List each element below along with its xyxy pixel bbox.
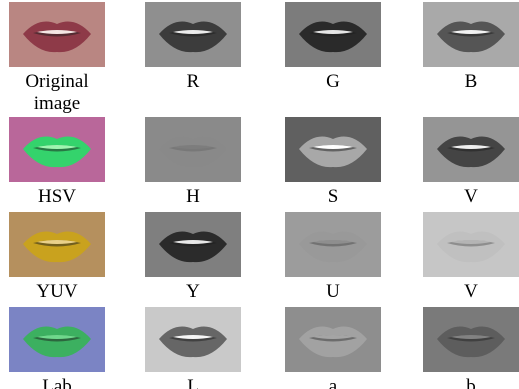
channel-image bbox=[285, 307, 381, 372]
image-label: a bbox=[285, 376, 381, 389]
image-cell: a bbox=[273, 307, 393, 389]
channel-image bbox=[423, 2, 519, 67]
image-label: Original image bbox=[9, 71, 105, 115]
channel-image bbox=[423, 307, 519, 372]
channel-image bbox=[9, 2, 105, 67]
image-label: b bbox=[423, 376, 519, 389]
channel-image bbox=[145, 2, 241, 67]
image-label: H bbox=[145, 186, 241, 208]
channel-image bbox=[145, 117, 241, 182]
image-cell: V bbox=[411, 212, 519, 303]
image-cell: B bbox=[411, 2, 519, 93]
image-cell: Lab bbox=[0, 307, 117, 389]
image-label: HSV bbox=[9, 186, 105, 208]
image-label: L bbox=[145, 376, 241, 389]
channel-image bbox=[9, 212, 105, 277]
channel-image bbox=[9, 117, 105, 182]
image-label: Lab bbox=[9, 376, 105, 389]
image-cell: H bbox=[133, 117, 253, 208]
image-label: G bbox=[285, 71, 381, 93]
channel-image bbox=[423, 117, 519, 182]
image-cell: Y bbox=[133, 212, 253, 303]
image-cell: S bbox=[273, 117, 393, 208]
image-cell: L bbox=[133, 307, 253, 389]
channel-image bbox=[285, 212, 381, 277]
image-cell: Original image bbox=[0, 2, 117, 115]
image-label: B bbox=[423, 71, 519, 93]
image-cell: G bbox=[273, 2, 393, 93]
image-cell: R bbox=[133, 2, 253, 93]
figure: Original imageRGBHSVHSVYUVYUVLabLab bbox=[0, 0, 519, 389]
channel-image bbox=[9, 307, 105, 372]
image-label: Y bbox=[145, 281, 241, 303]
channel-image bbox=[145, 212, 241, 277]
image-label: YUV bbox=[9, 281, 105, 303]
image-cell: YUV bbox=[0, 212, 117, 303]
image-cell: V bbox=[411, 117, 519, 208]
image-label: R bbox=[145, 71, 241, 93]
image-label: S bbox=[285, 186, 381, 208]
channel-image bbox=[145, 307, 241, 372]
image-cell: U bbox=[273, 212, 393, 303]
image-cell: b bbox=[411, 307, 519, 389]
channel-image bbox=[285, 2, 381, 67]
image-label: V bbox=[423, 186, 519, 208]
image-cell: HSV bbox=[0, 117, 117, 208]
channel-image bbox=[423, 212, 519, 277]
image-label: U bbox=[285, 281, 381, 303]
channel-image bbox=[285, 117, 381, 182]
image-label: V bbox=[423, 281, 519, 303]
